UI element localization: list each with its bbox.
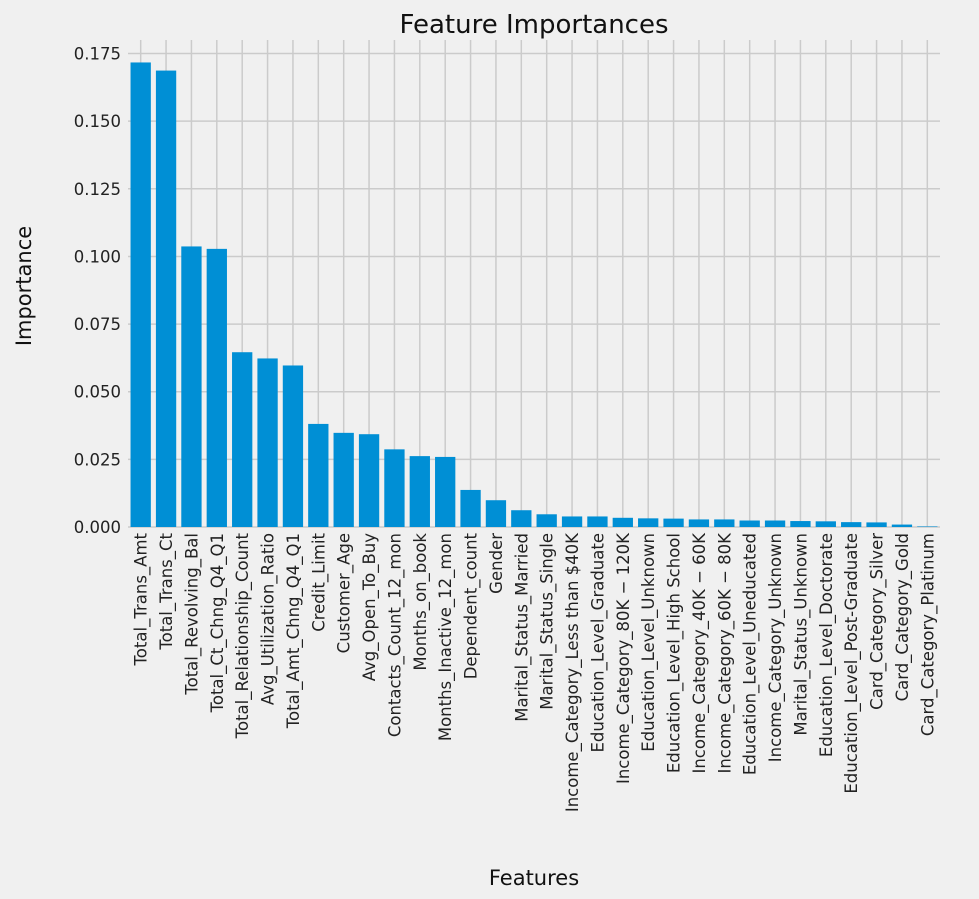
x-tick-label: Education_Level_Unknown	[639, 533, 659, 752]
x-tick-label: Card_Category_Platinum	[918, 533, 938, 736]
bar-marital-status-unknown	[790, 521, 811, 527]
x-tick-label: Income_Category_80K − 120K	[614, 532, 634, 784]
bars-layer	[130, 62, 938, 527]
x-tick-label: Education_Level_Doctorate	[817, 533, 837, 757]
x-tick-label: Total_Ct_Chng_Q4_Q1	[208, 533, 228, 713]
y-tick-label: 0.175	[74, 45, 121, 64]
x-tick-label: Customer_Age	[335, 533, 355, 653]
bar-income-category-60k-80k	[714, 519, 735, 527]
y-tick-label: 0.025	[74, 450, 121, 469]
x-tick-label: Total_Relationship_Count	[233, 532, 253, 739]
x-tick-label: Months_Inactive_12_mon	[436, 533, 456, 741]
bar-income-category-unknown	[764, 520, 786, 527]
bar-dependent-count	[460, 489, 481, 527]
bar-marital-status-single	[536, 514, 557, 527]
y-tick-label: 0.075	[74, 315, 121, 334]
y-tick-label: 0.000	[74, 518, 121, 537]
x-tick-label: Income_Category_40K − 60K	[690, 532, 710, 774]
x-tick-label: Total_Revolving_Bal	[182, 533, 202, 696]
x-tick-label: Education_Level_Post-Graduate	[842, 533, 862, 794]
bar-income-category-40k-60k	[688, 519, 710, 527]
x-tick-label: Months_on_book	[411, 533, 431, 671]
x-tick-label: Total_Trans_Amt	[132, 532, 152, 666]
bar-card-category-silver	[866, 522, 887, 527]
y-tick-label: 0.050	[74, 383, 121, 402]
bar-avg-utilization-ratio	[257, 358, 278, 527]
bar-total-trans-amt	[130, 62, 151, 527]
x-tick-label: Income_Category_Less than $40K	[563, 532, 583, 812]
x-axis-label: Features	[489, 866, 579, 890]
x-tick-label: Education_Level_Uneducated	[741, 533, 761, 775]
bar-education-level-uneducated	[739, 520, 760, 527]
x-tick-label: Marital_Status_Unknown	[791, 533, 811, 736]
bar-total-ct-chng-q4-q1	[206, 248, 227, 527]
x-tick-label: Income_Category_Unknown	[766, 533, 786, 762]
bar-card-category-platinum	[917, 526, 938, 527]
y-axis-label: Importance	[12, 226, 36, 346]
bar-card-category-gold	[891, 524, 913, 527]
y-tick-label: 0.125	[74, 180, 121, 199]
x-tick-label: Education_Level_High School	[665, 533, 685, 773]
bar-total-relationship-count	[232, 352, 253, 527]
y-tick-label: 0.150	[74, 112, 121, 131]
bar-total-amt-chng-q4-q1	[282, 365, 304, 527]
x-tick-label: Card_Category_Gold	[893, 533, 913, 701]
x-tick-label: Income_Category_60K − 80K	[715, 532, 735, 774]
y-ticks-layer: 0.000 0.025 0.050 0.075 0.100 0.125 0.150 0.175	[74, 45, 121, 537]
bar-months-on-book	[409, 456, 430, 527]
bar-gender	[485, 500, 507, 527]
x-tick-label: Card_Category_Silver	[868, 533, 888, 710]
bar-education-level-post-graduate	[841, 522, 862, 527]
x-tick-label: Total_Trans_Ct	[157, 532, 177, 650]
bar-credit-limit	[308, 423, 329, 527]
bar-customer-age	[333, 432, 354, 527]
bar-avg-open-to-buy	[358, 434, 380, 527]
bar-total-revolving-bal	[181, 246, 202, 527]
bar-marital-status-married	[511, 510, 532, 527]
x-tick-label: Gender	[487, 533, 506, 594]
bar-contacts-count-12-mon	[384, 449, 405, 527]
x-tick-label: Total_Amt_Chng_Q4_Q1	[284, 533, 304, 729]
x-tick-label: Contacts_Count_12_mon	[385, 533, 405, 737]
x-tick-label: Education_Level_Graduate	[588, 533, 608, 753]
x-tick-label: Credit_Limit	[309, 532, 329, 631]
x-tick-label: Marital_Status_Married	[512, 533, 532, 722]
x-tick-label: Avg_Open_To_Buy	[360, 533, 380, 682]
bar-income-category-80k-120k	[612, 517, 633, 527]
bar-education-level-unknown	[638, 518, 659, 527]
bar-education-level-doctorate	[815, 521, 836, 527]
bar-income-category-less-than-40k	[561, 516, 583, 527]
x-tick-label: Dependent_count	[462, 532, 482, 679]
x-tick-label: Avg_Utilization_Ratio	[259, 533, 279, 705]
chart-title: Feature Importances	[399, 10, 668, 40]
bar-education-level-graduate	[587, 516, 608, 527]
bar-months-inactive-12-mon	[435, 456, 456, 527]
y-tick-label: 0.100	[74, 247, 121, 266]
x-tick-label: Marital_Status_Single	[538, 533, 558, 710]
bar-total-trans-ct	[155, 70, 177, 527]
bar-education-level-high-school	[663, 518, 684, 527]
x-ticks-layer: Total_Trans_Amt Total_Trans_Ct Total_Revol…	[132, 532, 939, 812]
